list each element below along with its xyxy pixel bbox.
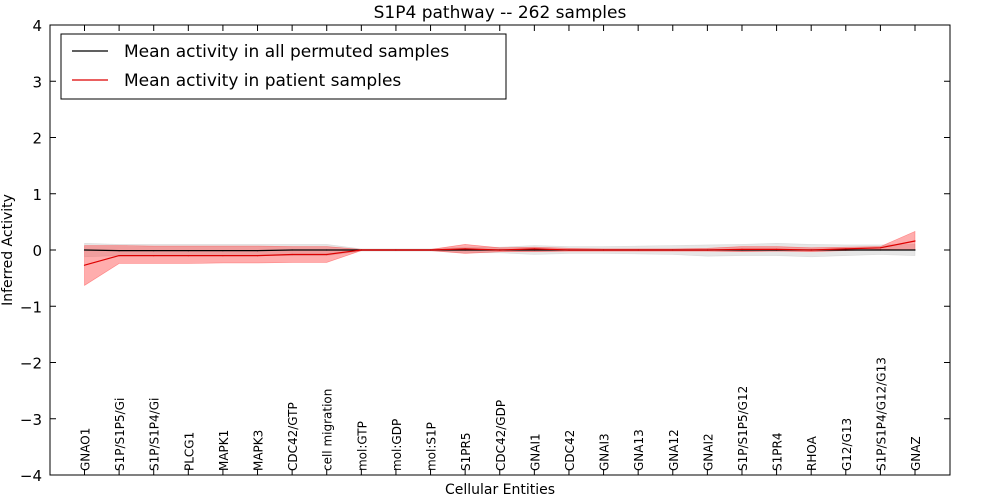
x-tick-label: MAPK3 <box>252 430 266 471</box>
x-tick-label: GNAI1 <box>528 433 542 471</box>
series-1-point <box>429 249 432 251</box>
y-axis: 4 3 2 1 0 −1 −2 −3 −4 <box>20 17 950 485</box>
x-tick-label: S1P/S1P5/G12 <box>736 386 750 471</box>
x-tick-label: PLCG1 <box>182 432 196 471</box>
x-tick-label: cell migration <box>321 389 335 471</box>
x-tick-label: S1P/S1P4/Gi <box>148 398 162 471</box>
series-1-point <box>533 248 536 250</box>
x-tick-label: mol:GDP <box>390 419 404 471</box>
series-1-point <box>637 249 639 251</box>
series-0-point <box>187 250 189 252</box>
series-1-point <box>741 248 743 250</box>
series-1-point <box>187 255 189 257</box>
x-tick-label: MAPK1 <box>217 430 231 471</box>
x-axis: GNAO1 S1P/S1P5/Gi S1P/S1P4/Gi PLCG1 MAPK1 MAP… <box>79 25 923 475</box>
series-1-point <box>256 255 259 257</box>
x-tick-label: S1PR4 <box>771 433 785 471</box>
x-tick-label: mol:S1P <box>425 422 439 471</box>
series-1-point <box>83 264 86 266</box>
series-1-point <box>153 255 155 257</box>
series-0-point <box>222 250 224 252</box>
series-1-point <box>360 249 362 251</box>
series-1-point <box>914 240 916 242</box>
series-0-point <box>256 250 259 252</box>
x-tick-label: GNAI3 <box>598 433 612 471</box>
legend-frame <box>60 33 507 100</box>
x-tick-label: CDC42/GTP <box>286 402 300 471</box>
series-1-point <box>672 249 674 251</box>
series-1-point <box>879 247 882 249</box>
series-1-point <box>222 255 224 257</box>
y-tick-label: −2 <box>20 355 42 373</box>
legend-label-patient: Mean activity in patient samples <box>124 71 401 91</box>
y-tick-label: 3 <box>32 73 42 91</box>
y-tick-label: −3 <box>20 411 42 429</box>
legend: Mean activity in all permuted samples Me… <box>60 33 507 100</box>
series-1-point <box>845 248 847 250</box>
x-tick-label: RHOA <box>805 435 819 471</box>
x-tick-label: CDC42/GDP <box>494 400 508 471</box>
series-0-point <box>291 249 293 251</box>
y-tick-label: 4 <box>32 17 42 35</box>
y-axis-label: Inferred Activity <box>0 194 16 306</box>
x-tick-label: S1PR5 <box>459 433 473 471</box>
series-0-point <box>879 249 882 251</box>
series-1-point <box>499 249 501 251</box>
y-tick-label: −1 <box>20 298 42 316</box>
plot-area <box>83 230 916 286</box>
series-1-point <box>603 249 605 251</box>
legend-label-permuted: Mean activity in all permuted samples <box>124 42 449 62</box>
series-1-point <box>464 248 466 250</box>
y-tick-label: 1 <box>32 186 42 204</box>
x-tick-label: mol:GTP <box>355 421 369 471</box>
y-tick-label: 0 <box>32 242 42 260</box>
y-tick-label: 2 <box>32 130 42 148</box>
series-0-point <box>533 249 536 251</box>
series-0-point <box>914 249 916 251</box>
x-tick-label: GNAZ <box>909 436 923 471</box>
x-axis-label: Cellular Entities <box>445 482 555 498</box>
series-1-point <box>810 249 812 251</box>
series-0-point <box>118 250 120 252</box>
series-0-point <box>326 249 328 251</box>
series-0-point <box>464 249 466 251</box>
x-tick-label: G12/G13 <box>840 418 854 471</box>
x-tick-label: GNA12 <box>667 429 681 471</box>
series-0-point <box>83 249 86 251</box>
series-1-point <box>291 253 293 256</box>
chart-title: S1P4 pathway -- 262 samples <box>374 3 627 23</box>
series-1-point <box>118 255 120 257</box>
x-tick-label: GNAI2 <box>701 433 715 471</box>
x-tick-label: CDC42 <box>563 430 577 471</box>
series-1-point <box>395 249 397 251</box>
series-0-point <box>845 249 847 251</box>
series-1-point <box>776 248 778 250</box>
series-1-point <box>706 249 709 251</box>
series-1-point <box>326 253 328 256</box>
x-tick-label: GNAO1 <box>79 428 93 471</box>
series-1-point <box>568 249 570 251</box>
x-tick-label: S1P/S1P5/Gi <box>113 398 127 471</box>
x-tick-label: GNA13 <box>632 429 646 471</box>
x-tick-label: S1P/S1P4/G12/G13 <box>874 357 888 471</box>
series-0-point <box>153 250 155 252</box>
series-1-band <box>84 230 916 286</box>
y-tick-label: −4 <box>20 467 42 485</box>
